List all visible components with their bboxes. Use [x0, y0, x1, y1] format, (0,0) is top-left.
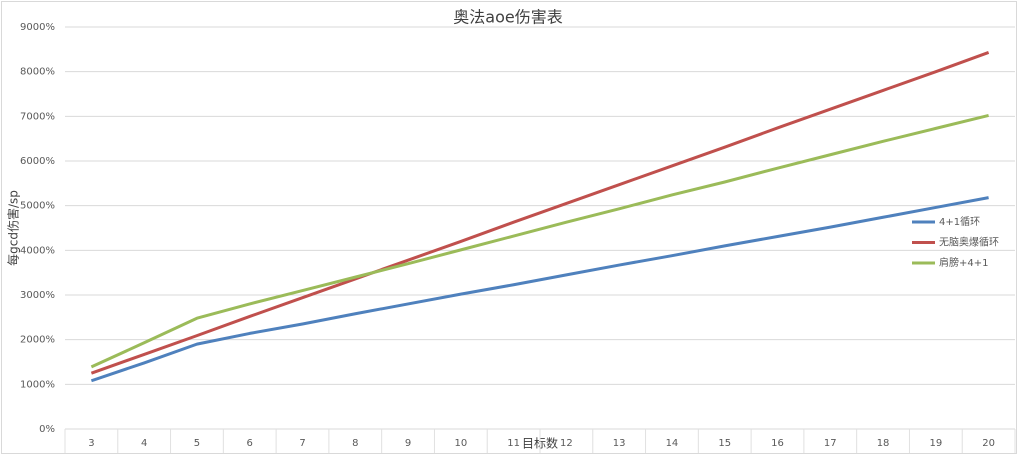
y-tick-label: 2000% — [20, 335, 55, 346]
x-tick-label: 6 — [247, 438, 253, 449]
x-tick-label: 7 — [299, 438, 305, 449]
y-tick-label: 0% — [39, 424, 55, 435]
x-tick-label: 4 — [141, 438, 147, 449]
x-tick-label: 10 — [454, 438, 467, 449]
series-line — [90, 113, 989, 369]
x-tick-label: 17 — [824, 438, 837, 449]
x-tick-label: 12 — [560, 438, 573, 449]
y-tick-label: 3000% — [20, 290, 55, 301]
x-tick-label: 9 — [405, 438, 411, 449]
y-tick-label: 4000% — [20, 245, 55, 256]
x-tick-label: 11 — [507, 438, 520, 449]
x-tick-label: 16 — [771, 438, 784, 449]
x-tick-label: 8 — [352, 438, 358, 449]
y-tick-label: 1000% — [20, 379, 55, 390]
x-tick-label: 3 — [88, 438, 94, 449]
chart-title: 奥法aoe伤害表 — [453, 8, 562, 27]
y-tick-label: 7000% — [20, 111, 55, 122]
chart-border — [1, 1, 1017, 454]
series-line — [90, 51, 990, 375]
y-tick-label: 6000% — [20, 156, 55, 167]
x-tick-label: 5 — [194, 438, 200, 449]
series-line — [90, 196, 989, 383]
legend-label: 无脑奥爆循环 — [939, 236, 999, 249]
x-tick-label: 13 — [613, 438, 626, 449]
y-tick-label: 8000% — [20, 67, 55, 78]
legend-label: 4+1循环 — [939, 215, 980, 228]
y-tick-label: 5000% — [20, 201, 55, 212]
legend-label: 肩膀+4+1 — [939, 256, 988, 269]
x-tick-label: 18 — [877, 438, 890, 449]
x-tick-label: 15 — [718, 438, 731, 449]
y-axis-title: 每gcd伤害/sp — [6, 190, 21, 266]
x-tick-label: 14 — [666, 438, 679, 449]
x-tick-label: 19 — [929, 438, 942, 449]
y-tick-label: 9000% — [20, 22, 55, 33]
x-tick-label: 20 — [982, 438, 995, 449]
